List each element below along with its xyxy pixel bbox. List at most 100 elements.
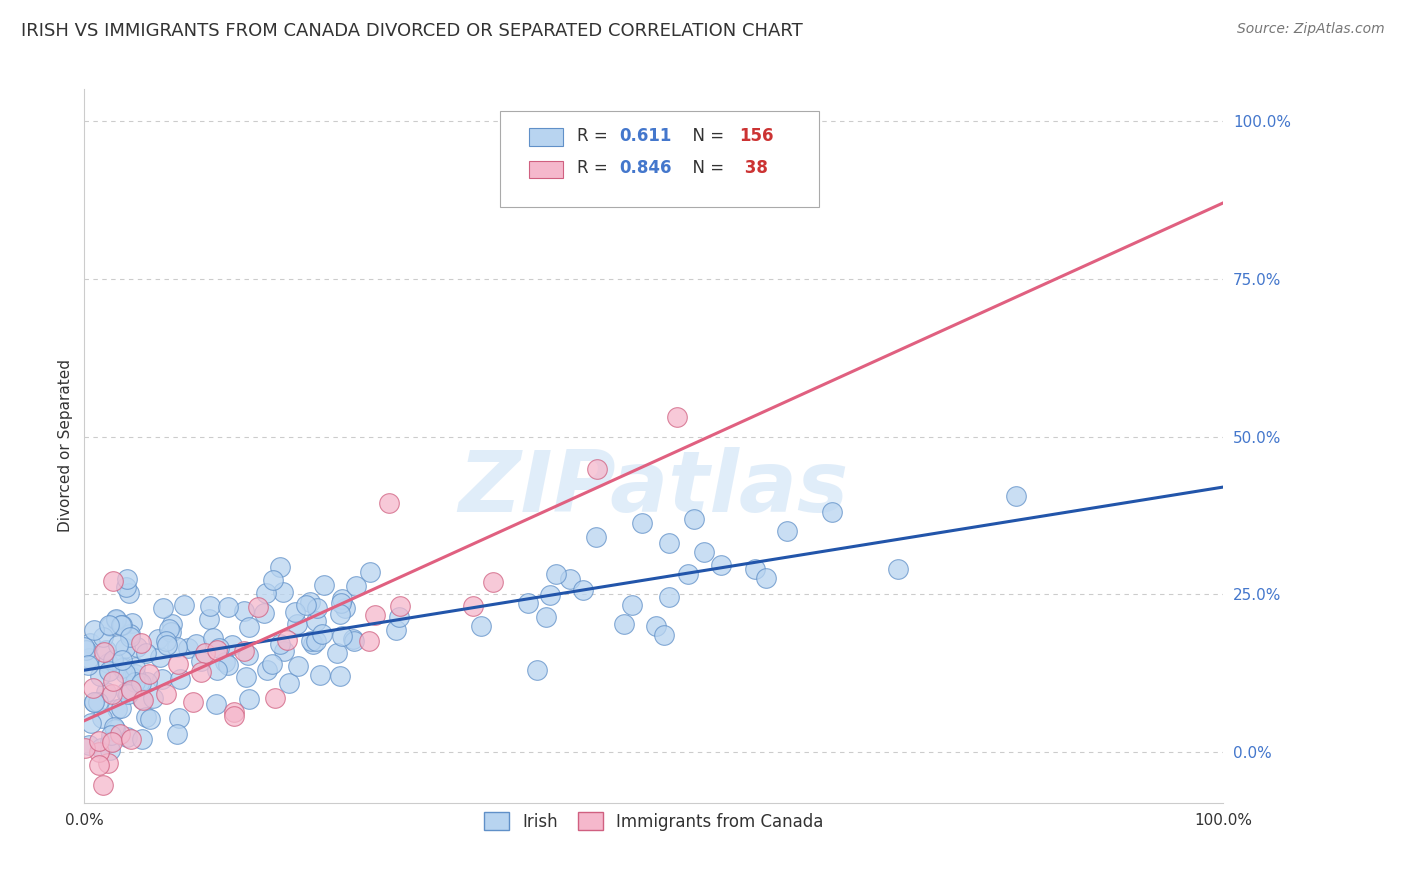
Point: [110, 701, 132, 715]
Point: [262, 657, 284, 671]
Point: [118, 585, 141, 599]
Point: [333, 601, 356, 615]
Point: [190, 665, 212, 680]
Point: [73, 640, 96, 655]
Text: 38: 38: [740, 159, 768, 177]
Point: [103, 720, 125, 734]
Point: [299, 594, 322, 608]
Point: [305, 601, 328, 615]
Point: [98, 665, 121, 679]
Point: [129, 675, 152, 690]
Point: [184, 637, 207, 651]
Point: [342, 632, 364, 647]
Point: [77, 657, 100, 672]
Point: [87, 694, 110, 708]
Point: [197, 612, 219, 626]
Point: [142, 690, 165, 705]
Point: [585, 530, 607, 544]
Point: [104, 722, 127, 736]
Point: [273, 644, 295, 658]
Point: [359, 565, 381, 579]
Point: [77, 738, 100, 752]
Text: R =: R =: [578, 159, 613, 177]
Point: [538, 588, 561, 602]
Point: [247, 600, 270, 615]
Point: [238, 691, 260, 706]
Point: [80, 716, 103, 731]
Point: [155, 634, 177, 648]
Point: [131, 693, 153, 707]
Point: [89, 668, 111, 682]
Point: [378, 496, 401, 510]
Point: [254, 586, 277, 600]
Point: [388, 599, 411, 613]
Point: [463, 599, 485, 614]
Point: [83, 695, 105, 709]
Point: [359, 633, 381, 648]
Point: [73, 740, 96, 755]
Point: [101, 652, 124, 666]
Point: [135, 709, 157, 723]
Point: [388, 610, 411, 624]
Point: [97, 656, 120, 670]
Point: [90, 740, 112, 755]
Point: [200, 599, 222, 613]
Text: 0.611: 0.611: [620, 127, 672, 145]
Point: [155, 688, 177, 702]
Point: [139, 712, 162, 726]
Point: [678, 566, 700, 581]
Point: [665, 410, 688, 425]
Point: [98, 619, 121, 633]
Point: [224, 705, 246, 719]
Text: IRISH VS IMMIGRANTS FROM CANADA DIVORCED OR SEPARATED CORRELATION CHART: IRISH VS IMMIGRANTS FROM CANADA DIVORCED…: [21, 22, 803, 40]
Point: [166, 657, 188, 671]
Point: [121, 732, 143, 747]
Point: [87, 745, 110, 759]
Point: [222, 709, 245, 723]
Point: [107, 638, 129, 652]
Point: [631, 516, 654, 531]
Point: [190, 654, 212, 668]
Point: [98, 735, 121, 749]
Point: [233, 604, 256, 618]
Point: [346, 579, 368, 593]
Point: [124, 660, 146, 674]
Point: [887, 562, 910, 576]
Point: [572, 583, 595, 598]
Point: [693, 545, 716, 559]
Point: [744, 562, 766, 576]
Point: [93, 778, 115, 792]
Point: [167, 711, 190, 725]
Point: [330, 596, 353, 610]
Point: [560, 572, 582, 586]
Point: [384, 623, 406, 637]
Point: [117, 730, 139, 744]
Point: [311, 627, 333, 641]
Point: [253, 606, 276, 620]
Point: [160, 617, 183, 632]
Point: [96, 642, 118, 657]
Point: [285, 616, 308, 631]
Point: [620, 599, 643, 613]
Point: [108, 726, 131, 740]
Point: [217, 600, 239, 615]
Point: [111, 653, 134, 667]
Point: [269, 560, 291, 574]
Y-axis label: Divorced or Separated: Divorced or Separated: [58, 359, 73, 533]
Point: [221, 638, 243, 652]
Point: [117, 687, 139, 701]
Point: [271, 584, 294, 599]
Point: [79, 636, 101, 650]
Point: [157, 622, 180, 636]
Point: [120, 627, 142, 641]
Point: [98, 743, 121, 757]
Point: [166, 640, 188, 655]
FancyBboxPatch shape: [529, 161, 562, 178]
Point: [305, 634, 328, 648]
Point: [278, 676, 301, 690]
Point: [330, 591, 353, 606]
Point: [238, 648, 260, 662]
Text: Source: ZipAtlas.com: Source: ZipAtlas.com: [1237, 22, 1385, 37]
Point: [114, 665, 136, 680]
Point: [91, 630, 114, 644]
